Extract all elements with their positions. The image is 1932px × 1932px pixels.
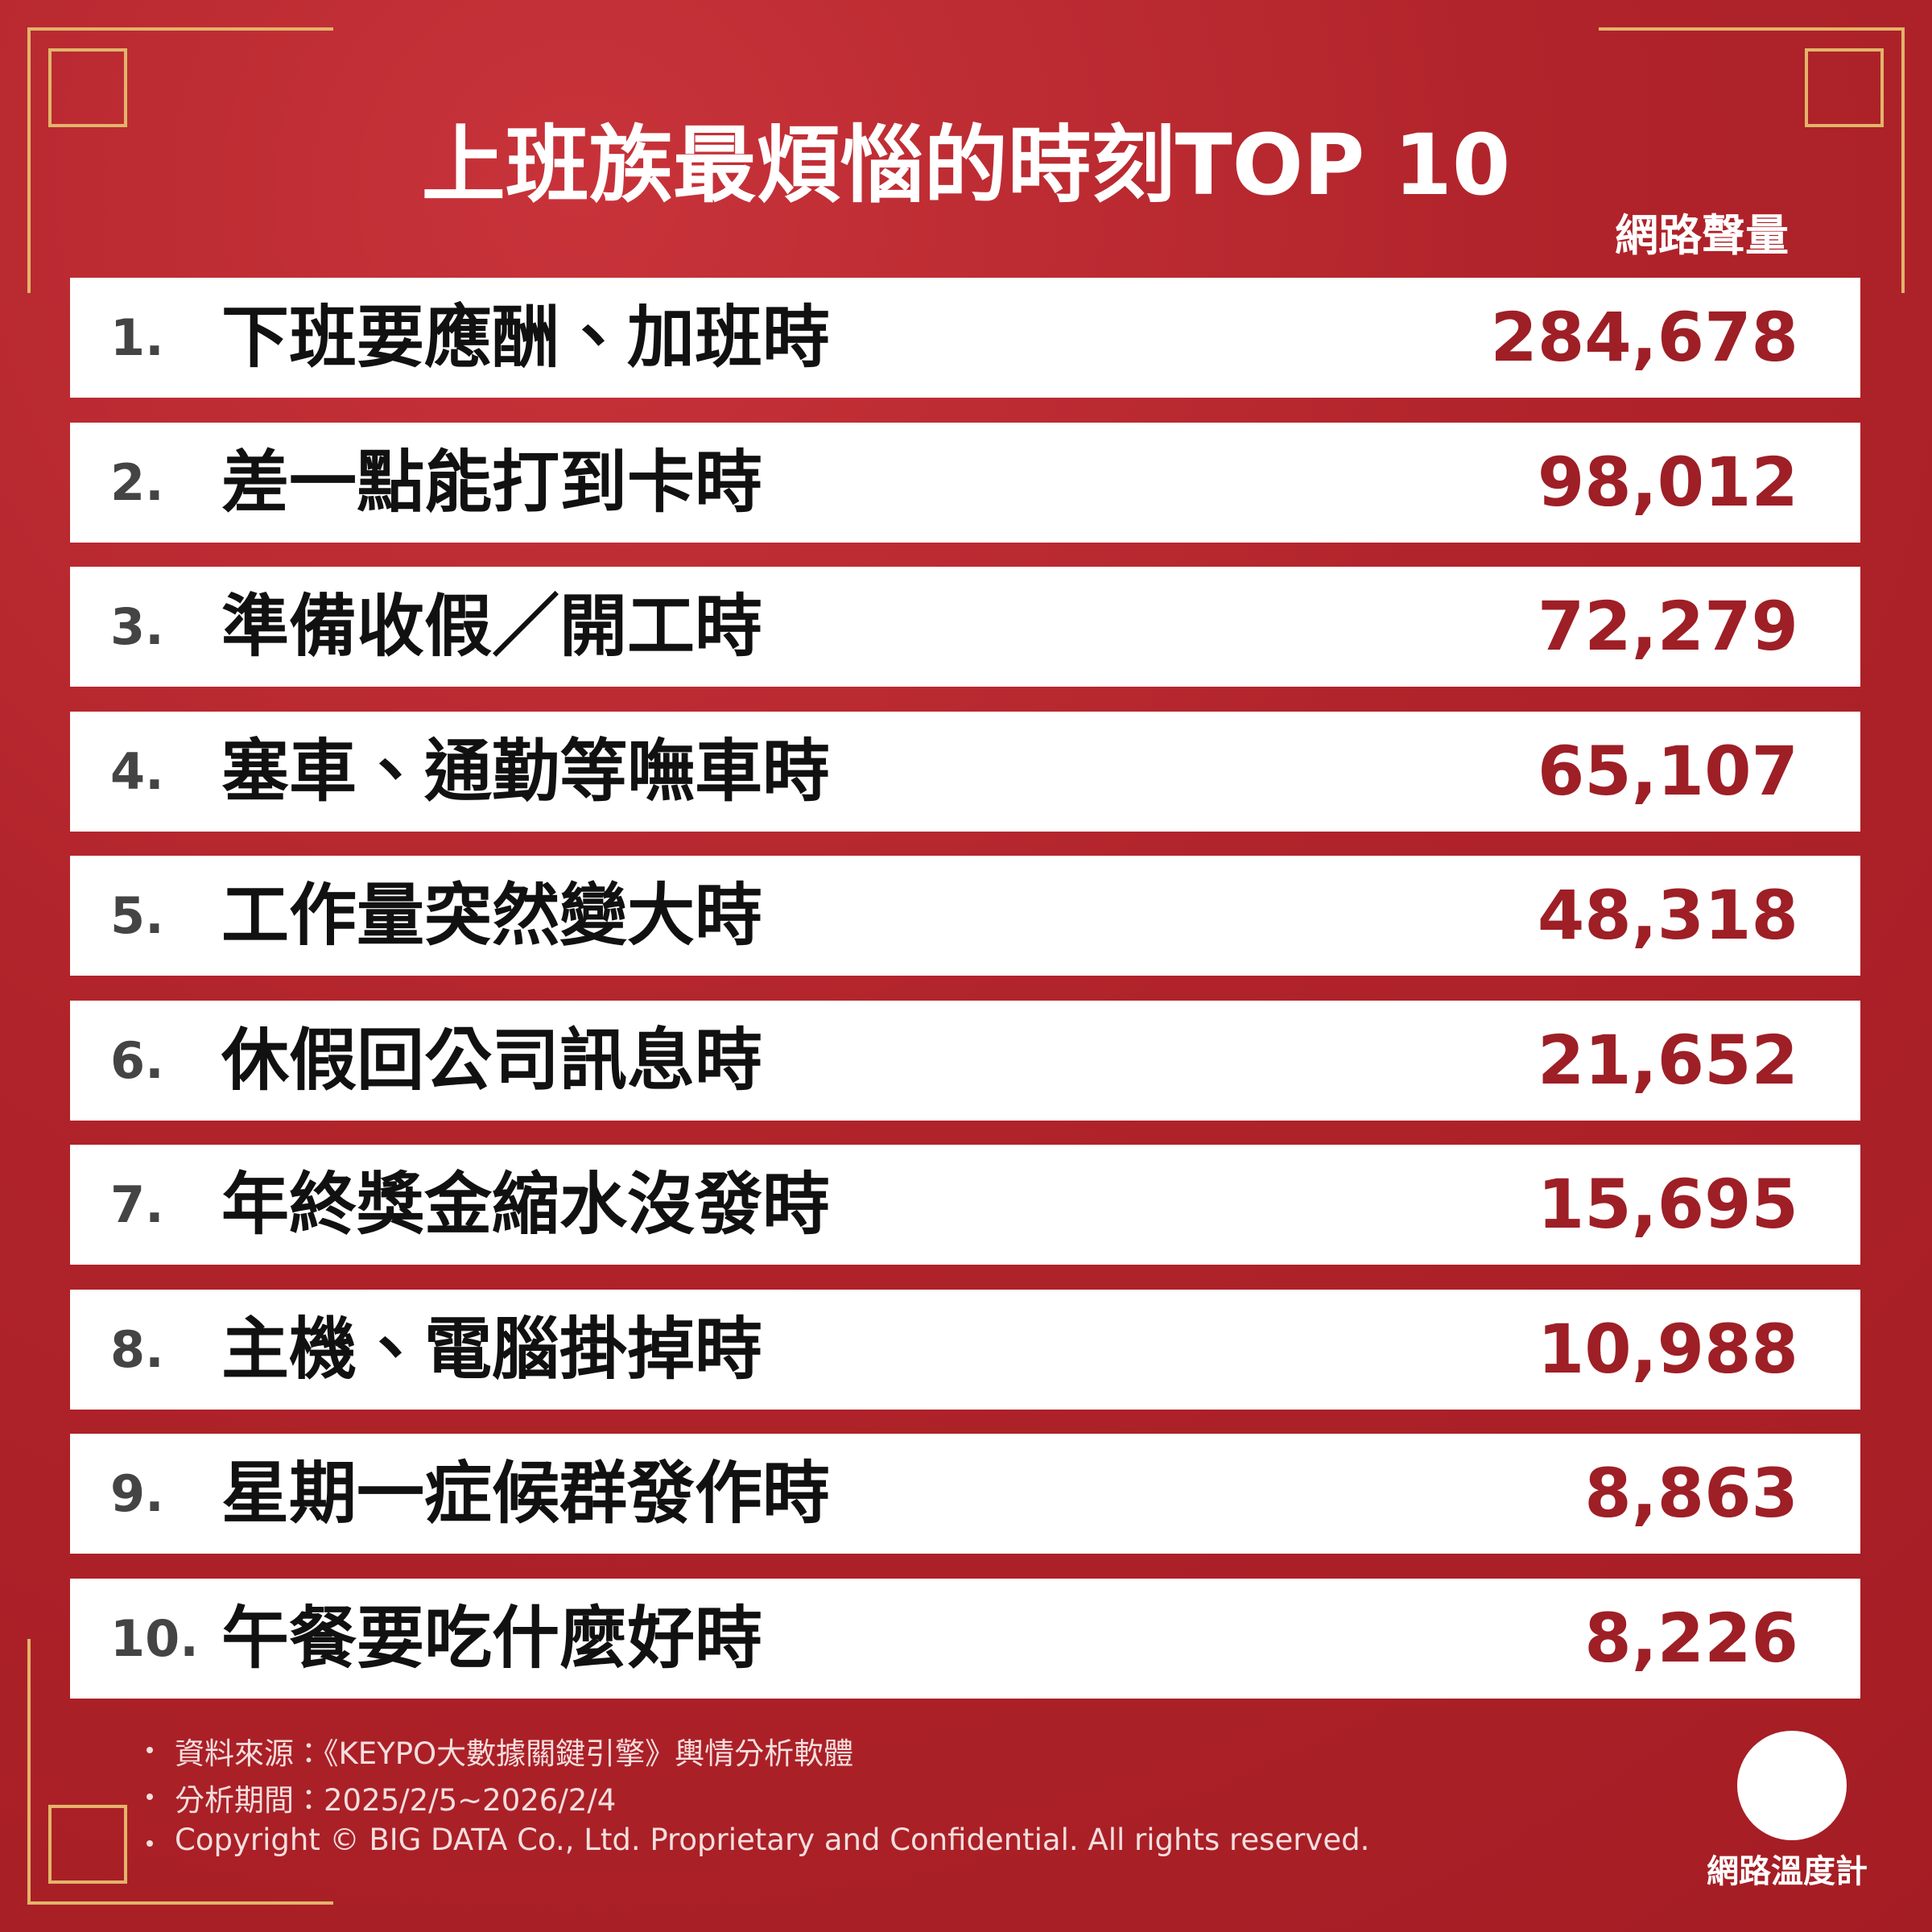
rank: 6.: [110, 1030, 164, 1090]
ornament: [27, 27, 333, 31]
ornament: [27, 1639, 31, 1905]
row-label: 塞車、通勤等嘸車時: [221, 731, 831, 811]
row: 8. 主機、電腦掛掉時 10,988: [70, 1289, 1860, 1410]
row-value: 8,863: [1584, 1454, 1798, 1533]
rank: 4.: [110, 741, 164, 801]
column-label: 網路聲量: [1615, 210, 1789, 261]
row: 4. 塞車、通勤等嘸車時 65,107: [70, 711, 1860, 832]
row: 10. 午餐要吃什麼好時 8,226: [70, 1578, 1860, 1699]
ornament: [27, 27, 31, 293]
ornament: [1599, 27, 1905, 31]
row-label: 下班要應酬、加班時: [221, 298, 831, 377]
row-value: 48,318: [1537, 876, 1798, 955]
row: 2. 差一點能打到卡時 98,012: [70, 422, 1860, 543]
ornament: [48, 48, 127, 127]
ornament: [1805, 48, 1884, 127]
ornament: [48, 1805, 127, 1884]
logo-icon: [1737, 1731, 1847, 1840]
row-value: 98,012: [1537, 442, 1798, 522]
rank: 3.: [110, 597, 164, 656]
row: 6. 休假回公司訊息時 21,652: [70, 1000, 1860, 1121]
row: 7. 年終獎金縮水沒發時 15,695: [70, 1145, 1860, 1265]
bullet: [147, 1840, 153, 1847]
bullet: [147, 1747, 153, 1753]
row-label: 主機、電腦掛掉時: [221, 1309, 763, 1389]
logo-text: 網路溫度計: [1707, 1853, 1868, 1890]
footnote: Copyright © BIG DATA Co., Ltd. Proprieta…: [175, 1823, 1370, 1857]
row: 5. 工作量突然變大時 48,318: [70, 856, 1860, 976]
row: 1. 下班要應酬、加班時 284,678: [70, 278, 1860, 398]
rank: 10.: [110, 1608, 199, 1668]
row: 3. 準備收假／開工時 72,279: [70, 567, 1860, 687]
footnote: 資料來源：《KEYPO大數據關鍵引擎》輿情分析軟體: [175, 1736, 854, 1771]
row-value: 21,652: [1537, 1020, 1798, 1100]
ornament: [27, 1901, 333, 1905]
rank: 5.: [110, 886, 164, 945]
row-label: 年終獎金縮水沒發時: [221, 1165, 831, 1244]
bullet: [147, 1794, 153, 1800]
ornament: [1901, 27, 1905, 293]
row-value: 15,695: [1537, 1165, 1798, 1244]
row-label: 工作量突然變大時: [221, 876, 763, 955]
rank: 7.: [110, 1175, 164, 1234]
footnote: 分析期間：2025/2/5~2026/2/4: [175, 1783, 617, 1818]
rank: 2.: [110, 452, 164, 512]
title: 上班族最煩惱的時刻TOP 10: [421, 116, 1511, 214]
row-value: 72,279: [1537, 587, 1798, 666]
rank: 1.: [110, 308, 164, 367]
row-value: 284,678: [1490, 298, 1798, 377]
row-value: 65,107: [1537, 731, 1798, 811]
row-value: 10,988: [1537, 1309, 1798, 1389]
row-label: 休假回公司訊息時: [221, 1020, 763, 1100]
row: 9. 星期一症候群發作時 8,863: [70, 1434, 1860, 1554]
row-label: 星期一症候群發作時: [221, 1454, 831, 1533]
row-label: 差一點能打到卡時: [221, 442, 763, 522]
rank: 9.: [110, 1464, 164, 1523]
rank: 8.: [110, 1319, 164, 1379]
row-value: 8,226: [1584, 1598, 1798, 1678]
row-label: 準備收假／開工時: [221, 587, 763, 666]
row-label: 午餐要吃什麼好時: [221, 1598, 763, 1678]
